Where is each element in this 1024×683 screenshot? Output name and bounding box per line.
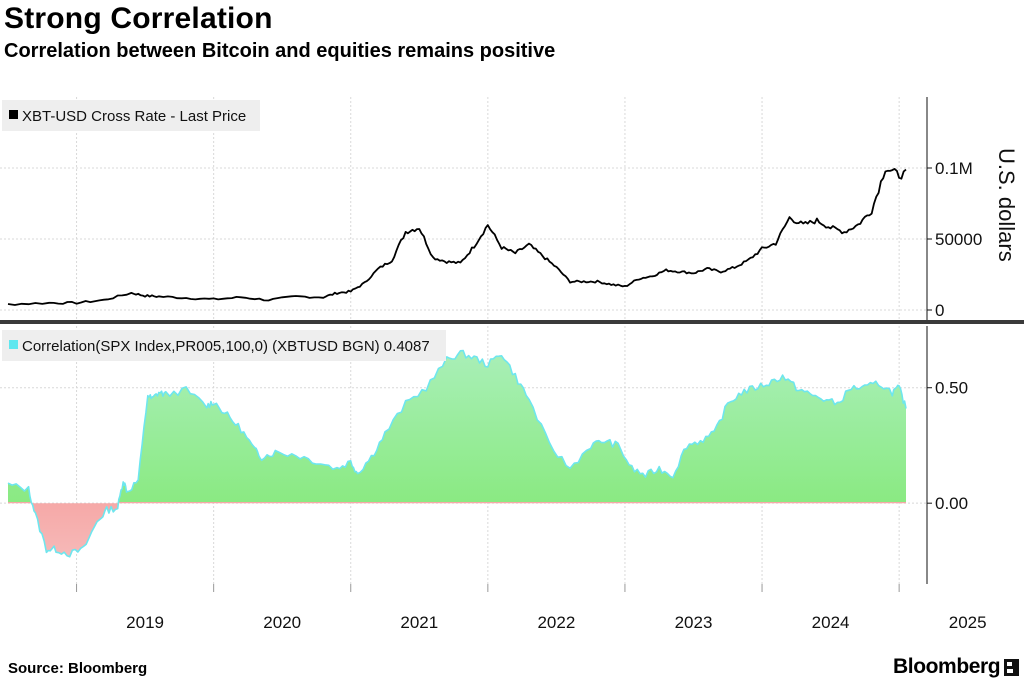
correlation-negative-area — [8, 502, 906, 557]
panel-divider — [0, 320, 1024, 324]
x-tick-label: 2021 — [400, 613, 438, 632]
correlation-legend-box — [2, 330, 446, 361]
bloomberg-mark-icon — [1004, 659, 1019, 676]
corr-tick-label: 0.00 — [935, 494, 968, 513]
correlation-panel: Correlation(SPX Index,PR005,100,0) (XBTU… — [0, 326, 987, 632]
x-tick-label: 2022 — [537, 613, 575, 632]
price-y-ticks: 0 50000 0.1M — [927, 159, 982, 320]
price-vertical-grid — [76, 97, 900, 320]
corr-tick-label: 0.50 — [935, 379, 968, 398]
price-legend-label: XBT-USD Cross Rate - Last Price — [22, 108, 246, 125]
x-axis-ticks: 2019 2020 2021 2022 2023 2024 2025 — [76, 584, 987, 632]
price-legend-swatch — [9, 110, 18, 119]
price-tick-label: 0 — [935, 301, 944, 320]
price-tick-label: 0.1M — [935, 159, 973, 178]
correlation-legend-swatch — [9, 340, 18, 349]
x-tick-label: 2020 — [263, 613, 301, 632]
correlation-y-ticks: 0.00 0.50 — [927, 379, 968, 513]
correlation-line — [7, 349, 907, 558]
chart-subtitle: Correlation between Bitcoin and equities… — [4, 40, 556, 62]
chart-title: Strong Correlation — [4, 2, 273, 35]
x-tick-label: 2024 — [812, 613, 850, 632]
x-tick-label: 2025 — [949, 613, 987, 632]
bitcoin-price-line — [7, 168, 907, 306]
price-tick-label: 50000 — [935, 230, 982, 249]
brand-logo: Bloomberg — [893, 655, 1001, 678]
x-tick-label: 2019 — [126, 613, 164, 632]
price-legend: XBT-USD Cross Rate - Last Price — [2, 100, 260, 131]
correlation-legend: Correlation(SPX Index,PR005,100,0) (XBTU… — [2, 330, 446, 361]
chart-figure: XBT-USD Cross Rate - Last Price 0 50000 0.… — [0, 97, 1024, 632]
price-legend-box — [2, 100, 260, 131]
correlation-positive-area — [8, 350, 906, 502]
price-horizontal-grid — [0, 167, 927, 311]
source-note: Source: Bloomberg — [8, 660, 148, 677]
price-panel: XBT-USD Cross Rate - Last Price 0 50000 0.… — [0, 97, 1019, 320]
x-tick-label: 2023 — [675, 613, 713, 632]
price-axis-unit: U.S. dollars — [994, 148, 1019, 262]
correlation-legend-label: Correlation(SPX Index,PR005,100,0) (XBTU… — [22, 338, 430, 355]
